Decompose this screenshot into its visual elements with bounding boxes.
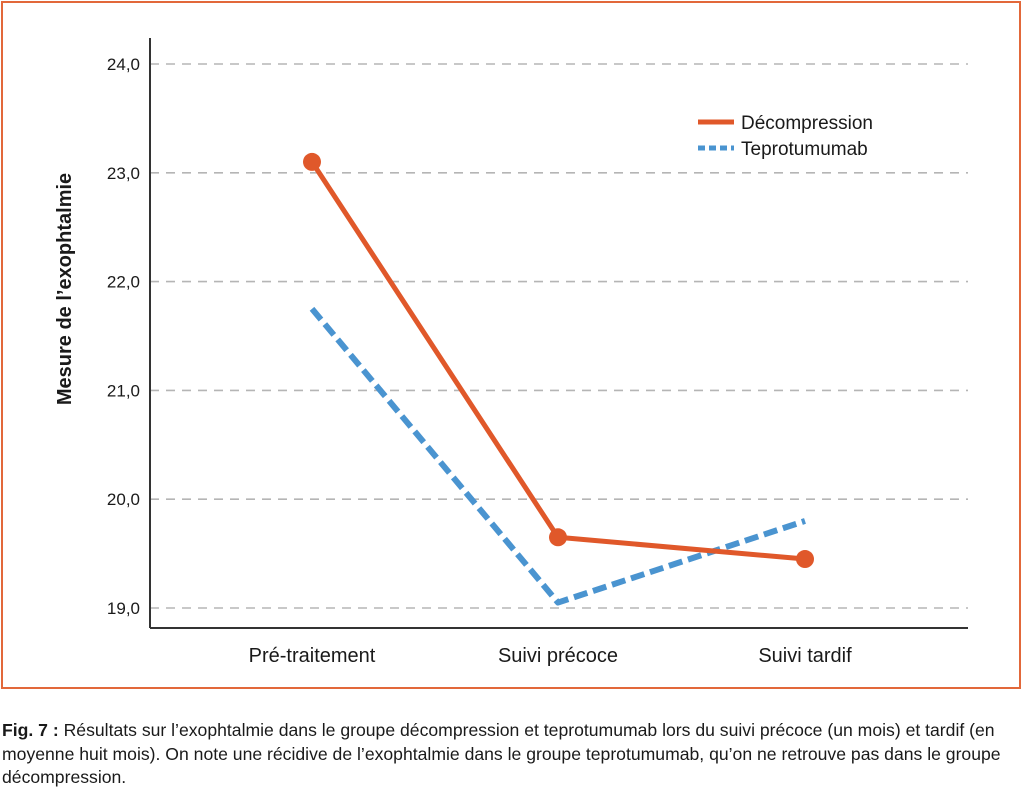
caption-text: Résultats sur l’exophtalmie dans le grou… (2, 720, 1001, 787)
data-point (303, 152, 321, 171)
figure-caption: Fig. 7 : Résultats sur l’exophtalmie dan… (2, 719, 1022, 790)
x-tick-label: Suivi précoce (498, 645, 618, 667)
figure-frame (1, 1, 1021, 689)
series-line-teprotumumab (309, 306, 806, 606)
legend-label: Décompression (741, 113, 873, 134)
x-tick-label: Pré-traitement (249, 645, 376, 667)
y-tick-label: 22,0 (107, 273, 140, 292)
legend-label: Teprotumumab (741, 139, 868, 160)
y-tick-label: 21,0 (107, 381, 140, 400)
caption-label: Fig. 7 : (2, 720, 59, 740)
y-tick-label: 23,0 (107, 164, 140, 183)
data-point (796, 550, 814, 569)
y-tick-label: 20,0 (107, 490, 140, 509)
y-axis-label: Mesure de l’exophtalmie (54, 173, 76, 405)
y-tick-label: 19,0 (107, 599, 140, 618)
data-point (549, 528, 567, 547)
line-chart: 19,0 20,0 21,0 22,0 23,0 24,0 Pré-traitement Su… (54, 38, 968, 667)
y-tick-label: 24,0 (107, 55, 140, 74)
x-tick-label: Suivi tardif (758, 645, 852, 667)
